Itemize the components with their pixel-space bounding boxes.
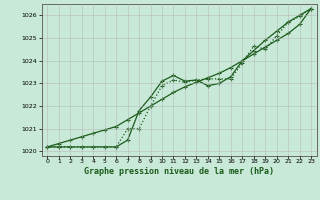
X-axis label: Graphe pression niveau de la mer (hPa): Graphe pression niveau de la mer (hPa) xyxy=(84,167,274,176)
